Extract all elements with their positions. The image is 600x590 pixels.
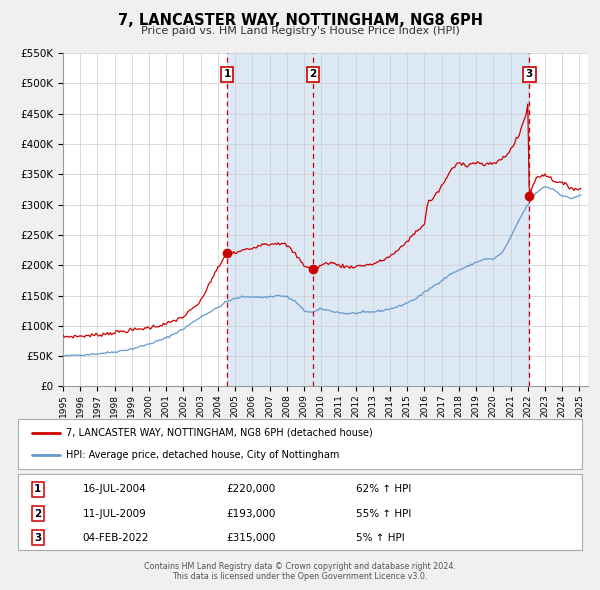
Text: 1: 1: [224, 69, 231, 79]
Text: £315,000: £315,000: [227, 533, 276, 543]
Text: This data is licensed under the Open Government Licence v3.0.: This data is licensed under the Open Gov…: [172, 572, 428, 581]
Text: 7, LANCASTER WAY, NOTTINGHAM, NG8 6PH: 7, LANCASTER WAY, NOTTINGHAM, NG8 6PH: [118, 13, 482, 28]
Text: 55% ↑ HPI: 55% ↑ HPI: [356, 509, 412, 519]
Text: 5% ↑ HPI: 5% ↑ HPI: [356, 533, 405, 543]
Text: Price paid vs. HM Land Registry's House Price Index (HPI): Price paid vs. HM Land Registry's House …: [140, 26, 460, 36]
Text: 7, LANCASTER WAY, NOTTINGHAM, NG8 6PH (detached house): 7, LANCASTER WAY, NOTTINGHAM, NG8 6PH (d…: [66, 428, 373, 438]
Text: 62% ↑ HPI: 62% ↑ HPI: [356, 484, 412, 494]
Text: 2: 2: [34, 509, 41, 519]
Bar: [227, 53, 529, 386]
Text: 1: 1: [34, 484, 41, 494]
Text: HPI: Average price, detached house, City of Nottingham: HPI: Average price, detached house, City…: [66, 450, 340, 460]
Text: 3: 3: [526, 69, 533, 79]
Text: £193,000: £193,000: [227, 509, 276, 519]
Text: 16-JUL-2004: 16-JUL-2004: [83, 484, 146, 494]
Text: £220,000: £220,000: [227, 484, 276, 494]
Text: 2: 2: [310, 69, 317, 79]
Text: 04-FEB-2022: 04-FEB-2022: [83, 533, 149, 543]
Text: 11-JUL-2009: 11-JUL-2009: [83, 509, 146, 519]
Text: 3: 3: [34, 533, 41, 543]
Text: Contains HM Land Registry data © Crown copyright and database right 2024.: Contains HM Land Registry data © Crown c…: [144, 562, 456, 571]
